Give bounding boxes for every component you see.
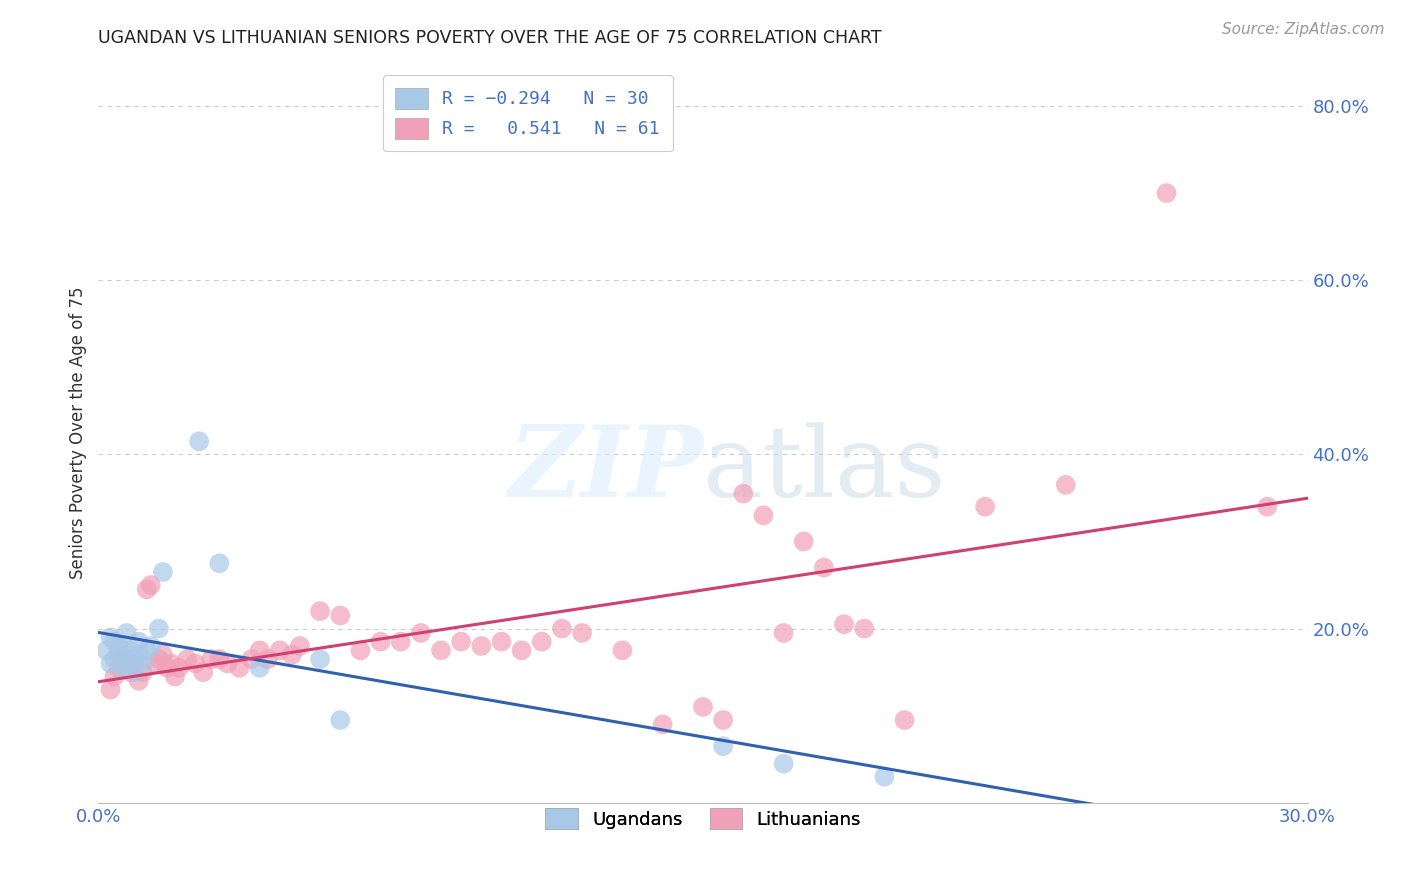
Point	[281, 648, 304, 662]
Point	[309, 604, 332, 618]
Point	[711, 739, 734, 754]
Point	[115, 626, 138, 640]
Point	[160, 657, 183, 671]
Point	[128, 634, 150, 648]
Point	[100, 630, 122, 644]
Point	[208, 556, 231, 570]
Point	[974, 500, 997, 514]
Point	[132, 665, 155, 680]
Point	[217, 657, 239, 671]
Point	[96, 643, 118, 657]
Point	[733, 486, 755, 500]
Point	[132, 657, 155, 671]
Point	[1156, 186, 1178, 200]
Point	[1054, 478, 1077, 492]
Point	[103, 634, 125, 648]
Point	[288, 639, 311, 653]
Point	[389, 634, 412, 648]
Point	[128, 673, 150, 688]
Point	[491, 634, 513, 648]
Point	[176, 652, 198, 666]
Point	[329, 608, 352, 623]
Point	[450, 634, 472, 648]
Point	[571, 626, 593, 640]
Point	[111, 643, 134, 657]
Point	[228, 661, 250, 675]
Point	[124, 661, 146, 675]
Point	[103, 669, 125, 683]
Text: atlas: atlas	[703, 422, 946, 517]
Point	[107, 639, 129, 653]
Point	[711, 713, 734, 727]
Point	[249, 661, 271, 675]
Point	[551, 622, 574, 636]
Point	[139, 639, 162, 653]
Point	[530, 634, 553, 648]
Point	[349, 643, 371, 657]
Point	[832, 617, 855, 632]
Point	[200, 652, 222, 666]
Point	[893, 713, 915, 727]
Point	[692, 700, 714, 714]
Point	[1256, 500, 1278, 514]
Point	[188, 434, 211, 449]
Point	[752, 508, 775, 523]
Point	[470, 639, 492, 653]
Point	[329, 713, 352, 727]
Point	[651, 717, 673, 731]
Point	[510, 643, 533, 657]
Point	[853, 622, 876, 636]
Point	[873, 770, 896, 784]
Point	[120, 643, 142, 657]
Legend: Ugandans, Lithuanians: Ugandans, Lithuanians	[536, 799, 870, 838]
Point	[793, 534, 815, 549]
Point	[124, 652, 146, 666]
Point	[143, 657, 166, 671]
Y-axis label: Seniors Poverty Over the Age of 75: Seniors Poverty Over the Age of 75	[69, 286, 87, 579]
Point	[115, 657, 138, 671]
Point	[103, 652, 125, 666]
Point	[111, 652, 134, 666]
Point	[430, 643, 453, 657]
Point	[240, 652, 263, 666]
Point	[167, 661, 190, 675]
Point	[111, 661, 134, 675]
Point	[184, 657, 207, 671]
Point	[100, 657, 122, 671]
Point	[139, 578, 162, 592]
Point	[813, 560, 835, 574]
Point	[124, 665, 146, 680]
Text: ZIP: ZIP	[508, 421, 703, 518]
Point	[135, 582, 157, 597]
Point	[115, 657, 138, 671]
Point	[152, 648, 174, 662]
Point	[163, 669, 186, 683]
Point	[107, 648, 129, 662]
Text: Source: ZipAtlas.com: Source: ZipAtlas.com	[1222, 22, 1385, 37]
Point	[120, 665, 142, 680]
Point	[128, 648, 150, 662]
Point	[208, 652, 231, 666]
Point	[772, 756, 794, 771]
Point	[309, 652, 332, 666]
Point	[148, 652, 170, 666]
Point	[100, 682, 122, 697]
Point	[269, 643, 291, 657]
Point	[107, 661, 129, 675]
Point	[193, 665, 215, 680]
Point	[135, 643, 157, 657]
Point	[156, 661, 179, 675]
Point	[370, 634, 392, 648]
Point	[772, 626, 794, 640]
Text: UGANDAN VS LITHUANIAN SENIORS POVERTY OVER THE AGE OF 75 CORRELATION CHART: UGANDAN VS LITHUANIAN SENIORS POVERTY OV…	[98, 29, 882, 47]
Point	[152, 565, 174, 579]
Point	[148, 622, 170, 636]
Point	[256, 652, 278, 666]
Point	[249, 643, 271, 657]
Point	[120, 652, 142, 666]
Point	[409, 626, 432, 640]
Point	[612, 643, 634, 657]
